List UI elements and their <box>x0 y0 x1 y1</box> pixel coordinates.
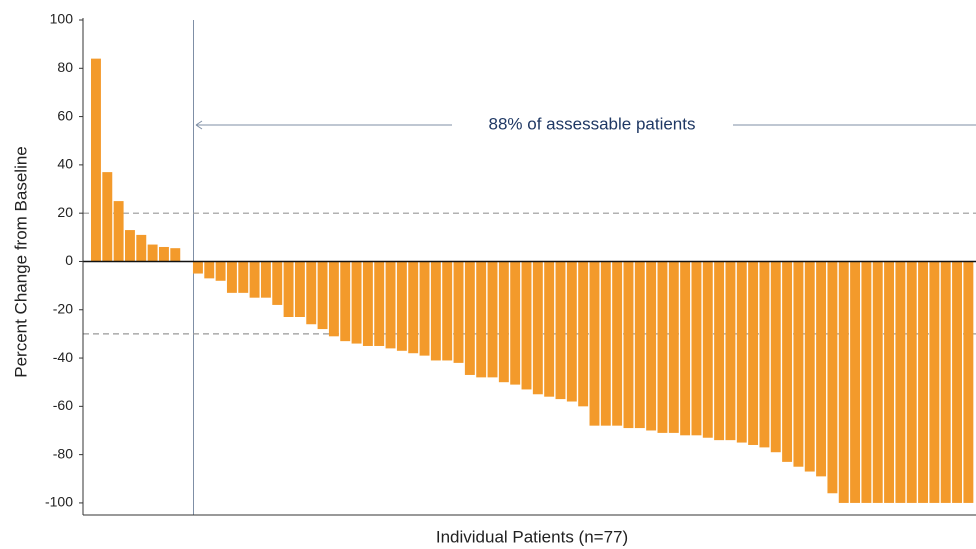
bar <box>748 261 759 445</box>
bar <box>272 261 283 305</box>
bar <box>124 230 135 262</box>
y-axis-label: Percent Change from Baseline <box>11 146 30 378</box>
bar <box>453 261 464 363</box>
bar <box>521 261 532 390</box>
bar <box>793 261 804 467</box>
bar <box>952 261 963 503</box>
bar <box>680 261 691 436</box>
bar <box>102 172 113 262</box>
bar <box>827 261 838 494</box>
bar <box>623 261 634 429</box>
bar <box>578 261 589 407</box>
y-tick-label: -20 <box>53 300 73 316</box>
bar <box>759 261 770 448</box>
bar <box>566 261 577 402</box>
bar <box>328 261 339 337</box>
bar <box>385 261 396 349</box>
bar <box>770 261 781 453</box>
bar <box>872 261 883 503</box>
bar <box>396 261 407 351</box>
y-tick-label: -40 <box>53 349 73 365</box>
bar <box>668 261 679 433</box>
bar <box>555 261 566 400</box>
bar <box>702 261 713 438</box>
bar <box>850 261 861 503</box>
bar <box>283 261 294 317</box>
bar <box>215 261 226 281</box>
y-tick-label: -100 <box>45 494 73 510</box>
bar <box>249 261 260 298</box>
bar <box>136 234 147 262</box>
bar <box>306 261 317 325</box>
arrow-head <box>195 120 203 130</box>
annotation: 88% of assessable patients <box>489 114 696 133</box>
bar <box>589 261 600 426</box>
y-tick-label: 80 <box>57 59 73 75</box>
bar <box>464 261 475 375</box>
bar <box>351 261 362 344</box>
bar <box>816 261 827 477</box>
bar <box>442 261 453 361</box>
bar <box>317 261 328 330</box>
bar <box>963 261 974 503</box>
bar <box>226 261 237 293</box>
y-tick-label: -60 <box>53 397 73 413</box>
bar <box>657 261 668 433</box>
y-tick-label: 40 <box>57 156 73 172</box>
bar <box>725 261 736 441</box>
bar <box>260 261 271 298</box>
bar <box>294 261 305 317</box>
bar <box>600 261 611 426</box>
bar <box>612 261 623 426</box>
bar <box>929 261 940 503</box>
bar <box>861 261 872 503</box>
bar <box>487 261 498 378</box>
bar <box>408 261 419 354</box>
bar <box>532 261 543 395</box>
y-tick-label: 20 <box>57 204 73 220</box>
y-tick-label: 100 <box>50 11 74 27</box>
y-tick-label: -80 <box>53 445 73 461</box>
bar <box>192 261 203 274</box>
bar <box>204 261 215 279</box>
bar <box>430 261 441 361</box>
bar <box>374 261 385 346</box>
bar <box>91 58 101 262</box>
bar <box>884 261 895 503</box>
bar <box>646 261 657 431</box>
bar <box>158 246 169 262</box>
bar <box>147 244 158 262</box>
bar <box>940 261 951 503</box>
bar <box>238 261 249 293</box>
bar <box>895 261 906 503</box>
bar <box>804 261 815 472</box>
bar <box>510 261 521 385</box>
bar <box>419 261 430 356</box>
y-tick-label: 60 <box>57 107 73 123</box>
bar <box>691 261 702 436</box>
bar <box>838 261 849 503</box>
bar <box>362 261 373 346</box>
bar <box>736 261 747 443</box>
bar <box>498 261 509 383</box>
bar <box>782 261 793 462</box>
bar <box>714 261 725 441</box>
bar <box>113 201 124 262</box>
bar <box>918 261 929 503</box>
bar <box>476 261 487 378</box>
y-tick-label: 0 <box>65 252 73 268</box>
bar <box>170 248 181 262</box>
bar <box>544 261 555 397</box>
bar <box>634 261 645 429</box>
x-axis-label: Individual Patients (n=77) <box>436 527 628 546</box>
bar <box>906 261 917 503</box>
bar <box>340 261 351 342</box>
